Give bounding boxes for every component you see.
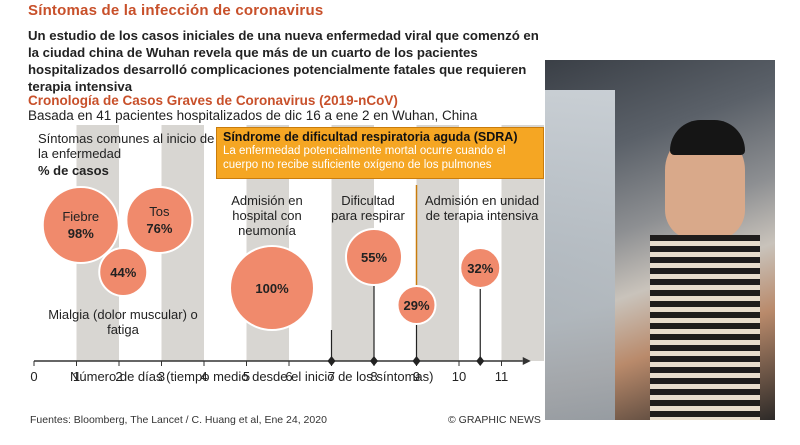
credit: © GRAPHIC NEWS [448,414,541,426]
x-tick-label-11: 11 [495,369,509,384]
sdra-text: La enfermedad potencialmente mortal ocur… [223,145,506,171]
label-dificultad: Dificultad para respirar [331,193,405,223]
bubble-fiebre-value: 98% [68,226,94,241]
timeline-subtitle: Basada en 41 pacientes hospitalizados de… [28,108,478,123]
bubble-fiebre [41,186,120,264]
x-tick-label-2: 2 [115,369,122,384]
news-photo [545,60,775,420]
x-tick-label-1: 1 [73,369,80,384]
symptoms-unit: % de casos [38,163,109,178]
label-admision-hospital: Admisión en hospital con neumonía [231,193,303,238]
sdra-title: Síndrome de dificultad respiratoria agud… [223,130,518,144]
marker-diamond-4 [370,356,378,366]
x-tick-label-9: 9 [413,369,420,384]
bubble-dificultad [345,228,403,286]
bubble-uci [459,247,502,289]
x-tick-label-7: 7 [328,369,335,384]
marker-diamond-6 [476,356,485,366]
bubble-tos-value: 76% [146,221,172,236]
intro-text: Un estudio de los casos iniciales de una… [28,28,539,94]
page-title: Síntomas de la infección de coronavirus [28,2,324,19]
bubble-tos [125,186,194,254]
bubble-sdra-value: 29% [403,298,429,313]
x-tick-label-5: 5 [243,369,250,384]
sdra-box: Síndrome de dificultad respiratoria agud… [216,127,544,179]
timeline-chart: Cronología de Casos Graves de Coronaviru… [28,93,558,393]
bubble-sdra [396,285,437,325]
bubble-mialgia-value: 44% [110,265,136,280]
bubble-admision-hospital [229,245,315,331]
marker-diamond-5 [412,356,421,366]
bubble-dificultad-value: 55% [361,250,387,265]
bubble-uci-value: 32% [467,261,493,276]
bubble-admision-hospital-value: 100% [255,281,289,296]
x-tick-label-8: 8 [370,369,377,384]
x-tick-label-3: 3 [158,369,165,384]
symptoms-title: Síntomas comunes al inicio de la enferme… [38,131,215,161]
marker-diamond-3 [327,356,336,366]
timeline-title: Cronología de Casos Graves de Coronaviru… [28,93,398,108]
label-uci: Admisión en unidad de terapia intensiva [424,193,540,223]
source-note: Fuentes: Bloomberg, The Lancet / C. Huan… [30,414,327,426]
bubble-mialgia [98,247,149,297]
x-tick-label-10: 10 [452,369,466,384]
x-tick-label-4: 4 [200,369,207,384]
x-tick-label-6: 6 [285,369,292,384]
x-axis-arrow [522,357,531,365]
x-tick-label-0: 0 [30,369,37,384]
bubble-tos-label: Tos [149,204,170,219]
x-axis-label: Número de días (tiempo medio desde el in… [70,369,434,384]
label-mialgia: Mialgia (dolor muscular) o fatiga [48,307,198,337]
bubble-fiebre-label: Fiebre [62,209,99,224]
